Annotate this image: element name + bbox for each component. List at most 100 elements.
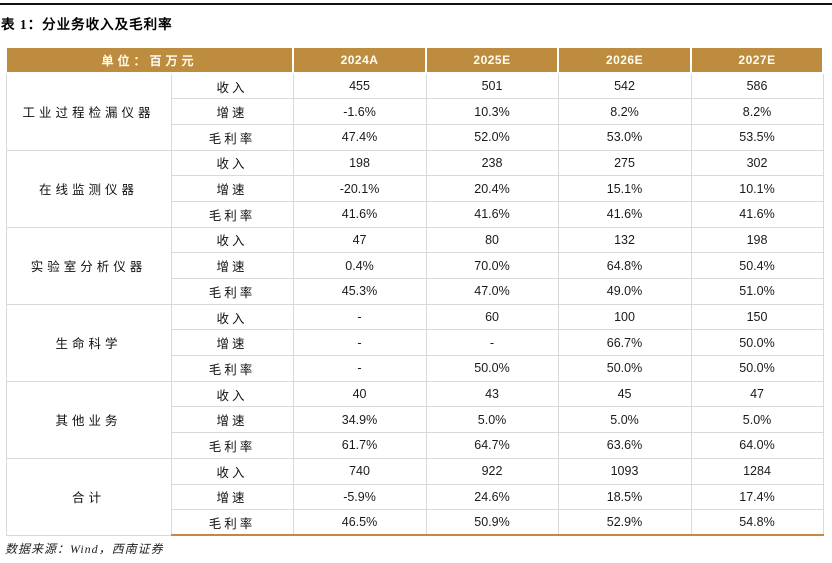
- unit-header-cell: 单位：百万元: [4, 46, 295, 74]
- value-cell: 52.0%: [425, 123, 559, 151]
- table-row: 毛利率 46.5% 50.9% 52.9% 54.8%: [6, 509, 824, 537]
- value-cell: 1284: [690, 457, 824, 485]
- table-row: 毛利率 45.3% 47.0% 49.0% 51.0%: [6, 278, 824, 305]
- data-source-note: 数据来源：Wind，西南证券: [5, 542, 164, 556]
- value-cell: 47: [690, 380, 824, 408]
- year-header-cell: 2024A: [292, 46, 428, 74]
- value-cell: 24.6%: [425, 483, 559, 511]
- metric-label-cell: 增速: [170, 406, 294, 434]
- metric-label-cell: 收入: [170, 380, 294, 408]
- value-cell: 52.9%: [557, 509, 692, 537]
- value-cell: 50.0%: [557, 355, 692, 382]
- value-cell: -20.1%: [292, 175, 427, 202]
- metric-label-cell: 毛利率: [170, 200, 294, 228]
- value-cell: 17.4%: [690, 483, 824, 511]
- table-row: 实验室分析仪器 收入 47 80 132 198: [5, 226, 824, 305]
- value-cell: 70.0%: [425, 252, 559, 279]
- value-cell: -1.6%: [292, 98, 427, 125]
- table-row: 生命科学 收入 - 60 100 150: [5, 303, 824, 382]
- value-cell: 50.4%: [690, 252, 824, 279]
- value-cell: 922: [425, 457, 559, 485]
- metric-label-cell: 增速: [170, 483, 294, 511]
- value-cell: 64.7%: [425, 432, 559, 459]
- table-row: 增速 - - 66.7% 50.0%: [6, 329, 824, 357]
- value-cell: 54.8%: [690, 509, 824, 537]
- metric-label-cell: 收入: [170, 72, 294, 100]
- value-cell: 45.3%: [292, 278, 427, 305]
- value-cell: -: [292, 355, 427, 382]
- metric-label-cell: 增速: [170, 98, 294, 125]
- value-cell: 586: [690, 72, 824, 100]
- metric-label-cell: 收入: [170, 303, 294, 331]
- value-cell: 80: [425, 226, 559, 254]
- value-cell: 8.2%: [690, 98, 824, 125]
- metric-label-cell: 毛利率: [170, 432, 294, 459]
- value-cell: 132: [557, 226, 692, 254]
- year-header-cell: 2026E: [557, 46, 693, 74]
- year-header-cell: 2025E: [425, 46, 560, 74]
- value-cell: 49.0%: [557, 278, 692, 305]
- value-cell: -: [425, 329, 559, 357]
- value-cell: 10.3%: [425, 98, 559, 125]
- value-cell: 302: [690, 149, 824, 177]
- segment-name-cell: 在线监测仪器: [5, 149, 172, 228]
- value-cell: 53.0%: [557, 123, 692, 151]
- value-cell: 41.6%: [557, 200, 692, 228]
- segment-name-cell: 生命科学: [5, 303, 172, 382]
- value-cell: 5.0%: [690, 406, 824, 434]
- metric-label-cell: 收入: [170, 226, 294, 254]
- table-title: 表 1：分业务收入及毛利率: [1, 17, 173, 32]
- segment-name-cell: 其他业务: [5, 380, 172, 459]
- year-header-cell: 2027E: [690, 46, 825, 74]
- segment-name-cell: 合计: [5, 457, 172, 536]
- value-cell: 45: [557, 380, 692, 408]
- table-row: 增速 -20.1% 20.4% 15.1% 10.1%: [6, 175, 824, 202]
- value-cell: 5.0%: [557, 406, 692, 434]
- table-row: 毛利率 47.4% 52.0% 53.0% 53.5%: [6, 123, 824, 151]
- value-cell: 40: [292, 380, 427, 408]
- metric-label-cell: 增速: [170, 252, 294, 279]
- table-row: 增速 0.4% 70.0% 64.8% 50.4%: [6, 252, 824, 279]
- segment-name-cell: 工业过程检漏仪器: [5, 72, 172, 151]
- value-cell: 740: [292, 457, 427, 485]
- value-cell: 60: [425, 303, 559, 331]
- value-cell: 50.0%: [690, 329, 824, 357]
- value-cell: 34.9%: [292, 406, 427, 434]
- value-cell: 46.5%: [292, 509, 427, 537]
- value-cell: 100: [557, 303, 692, 331]
- metric-label-cell: 毛利率: [170, 355, 294, 382]
- value-cell: 50.9%: [425, 509, 559, 537]
- value-cell: 47.0%: [425, 278, 559, 305]
- metric-label-cell: 收入: [170, 149, 294, 177]
- value-cell: 41.6%: [425, 200, 559, 228]
- value-cell: 501: [425, 72, 559, 100]
- value-cell: 8.2%: [557, 98, 692, 125]
- value-cell: 542: [557, 72, 692, 100]
- revenue-margin-table: 单位：百万元 2024A 2025E 2026E 2027E 工业过程检漏仪器 …: [4, 46, 825, 537]
- value-cell: 18.5%: [557, 483, 692, 511]
- value-cell: 198: [690, 226, 824, 254]
- table-row: 毛利率 - 50.0% 50.0% 50.0%: [6, 355, 824, 382]
- value-cell: 198: [292, 149, 427, 177]
- value-cell: 43: [425, 380, 559, 408]
- value-cell: 275: [557, 149, 692, 177]
- value-cell: 61.7%: [292, 432, 427, 459]
- metric-label-cell: 毛利率: [170, 278, 294, 305]
- metric-label-cell: 毛利率: [170, 509, 294, 537]
- table-row: 增速 34.9% 5.0% 5.0% 5.0%: [6, 406, 824, 434]
- value-cell: 53.5%: [690, 123, 824, 151]
- value-cell: 5.0%: [425, 406, 559, 434]
- table-header-row: 单位：百万元 2024A 2025E 2026E 2027E: [4, 46, 825, 74]
- value-cell: 51.0%: [690, 278, 824, 305]
- table-row: 增速 -5.9% 24.6% 18.5% 17.4%: [6, 483, 824, 511]
- metric-label-cell: 毛利率: [170, 123, 294, 151]
- value-cell: 20.4%: [425, 175, 559, 202]
- value-cell: 10.1%: [690, 175, 824, 202]
- value-cell: -5.9%: [292, 483, 427, 511]
- value-cell: 64.8%: [557, 252, 692, 279]
- value-cell: 41.6%: [292, 200, 427, 228]
- value-cell: 64.0%: [690, 432, 824, 459]
- table-row: 合计 收入 740 922 1093 1284: [5, 457, 824, 536]
- value-cell: -: [292, 303, 427, 331]
